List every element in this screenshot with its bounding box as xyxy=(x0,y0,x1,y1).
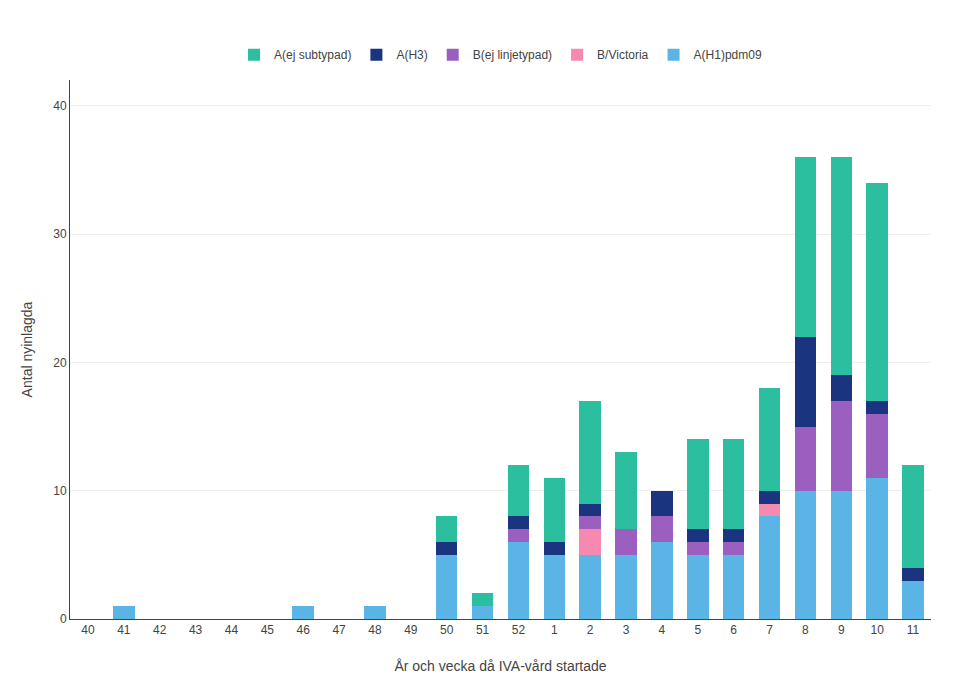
svg-text:46: 46 xyxy=(297,623,311,637)
svg-text:5: 5 xyxy=(694,623,701,637)
svg-text:30: 30 xyxy=(53,227,67,241)
svg-text:År och vecka då IVA-vård start: År och vecka då IVA-vård startade xyxy=(394,658,606,674)
svg-text:41: 41 xyxy=(117,623,131,637)
svg-text:49: 49 xyxy=(404,623,418,637)
svg-text:11: 11 xyxy=(907,623,920,637)
svg-text:0: 0 xyxy=(60,612,67,626)
svg-text:A(H3): A(H3) xyxy=(396,48,427,62)
svg-text:A(H1)pdm09: A(H1)pdm09 xyxy=(694,48,762,62)
svg-text:Antal nyinlagda: Antal nyinlagda xyxy=(19,301,35,397)
svg-text:B(ej linjetypad): B(ej linjetypad) xyxy=(473,48,552,62)
svg-text:50: 50 xyxy=(440,623,454,637)
svg-text:10: 10 xyxy=(871,623,885,637)
svg-text:52: 52 xyxy=(512,623,526,637)
svg-text:1: 1 xyxy=(551,623,558,637)
svg-text:20: 20 xyxy=(53,356,67,370)
svg-text:A(ej subtypad): A(ej subtypad) xyxy=(274,48,351,62)
svg-text:9: 9 xyxy=(838,623,845,637)
svg-text:42: 42 xyxy=(153,623,167,637)
svg-text:40: 40 xyxy=(53,99,67,113)
svg-text:8: 8 xyxy=(802,623,809,637)
svg-text:B/Victoria: B/Victoria xyxy=(597,48,648,62)
svg-text:48: 48 xyxy=(368,623,382,637)
svg-text:51: 51 xyxy=(476,623,490,637)
svg-text:4: 4 xyxy=(659,623,666,637)
svg-text:10: 10 xyxy=(53,484,67,498)
svg-text:6: 6 xyxy=(730,623,737,637)
svg-text:3: 3 xyxy=(623,623,630,637)
svg-text:45: 45 xyxy=(261,623,275,637)
svg-text:47: 47 xyxy=(332,623,346,637)
svg-text:40: 40 xyxy=(81,623,95,637)
svg-text:2: 2 xyxy=(587,623,594,637)
svg-text:7: 7 xyxy=(766,623,773,637)
svg-text:43: 43 xyxy=(189,623,203,637)
svg-text:44: 44 xyxy=(225,623,239,637)
